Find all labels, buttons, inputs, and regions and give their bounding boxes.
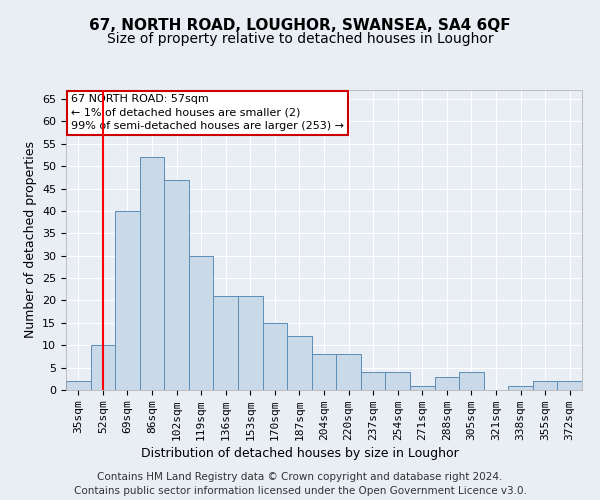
Y-axis label: Number of detached properties: Number of detached properties — [23, 142, 37, 338]
Bar — [312, 354, 336, 390]
Bar — [385, 372, 410, 390]
Bar — [434, 376, 459, 390]
Bar — [263, 323, 287, 390]
Bar — [91, 345, 115, 390]
Bar — [66, 381, 91, 390]
Bar — [189, 256, 214, 390]
Bar — [164, 180, 189, 390]
Bar — [336, 354, 361, 390]
Text: Distribution of detached houses by size in Loughor: Distribution of detached houses by size … — [141, 448, 459, 460]
Text: Contains HM Land Registry data © Crown copyright and database right 2024.
Contai: Contains HM Land Registry data © Crown c… — [74, 472, 526, 496]
Bar — [115, 211, 140, 390]
Text: 67 NORTH ROAD: 57sqm
← 1% of detached houses are smaller (2)
99% of semi-detache: 67 NORTH ROAD: 57sqm ← 1% of detached ho… — [71, 94, 344, 131]
Bar — [508, 386, 533, 390]
Bar — [140, 157, 164, 390]
Bar — [287, 336, 312, 390]
Bar — [361, 372, 385, 390]
Bar — [557, 381, 582, 390]
Bar — [410, 386, 434, 390]
Bar — [459, 372, 484, 390]
Bar — [533, 381, 557, 390]
Text: Size of property relative to detached houses in Loughor: Size of property relative to detached ho… — [107, 32, 493, 46]
Bar — [214, 296, 238, 390]
Bar — [238, 296, 263, 390]
Text: 67, NORTH ROAD, LOUGHOR, SWANSEA, SA4 6QF: 67, NORTH ROAD, LOUGHOR, SWANSEA, SA4 6Q… — [89, 18, 511, 32]
